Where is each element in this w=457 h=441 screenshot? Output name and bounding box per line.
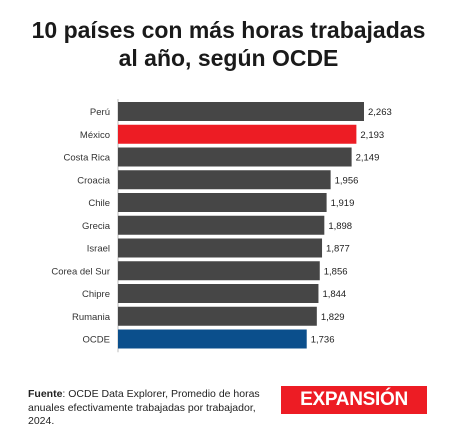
- source-label: Fuente: [28, 388, 63, 400]
- bar: [118, 193, 327, 212]
- value-label: 2,263: [368, 107, 392, 118]
- bar: [118, 284, 319, 303]
- category-label: México: [80, 130, 110, 141]
- category-label: Corea del Sur: [51, 266, 110, 277]
- value-label: 2,193: [360, 130, 384, 141]
- chart-title-line-1: 10 países con más horas trabajadas: [31, 17, 426, 43]
- category-label: Chile: [88, 198, 110, 209]
- bar: [118, 261, 320, 281]
- category-label: Grecia: [82, 221, 111, 232]
- bar: [118, 102, 364, 121]
- bar: [118, 170, 331, 190]
- bar: [118, 147, 352, 167]
- expansion-logo: EXPANSIÓN: [281, 386, 427, 414]
- category-label: Croacia: [77, 175, 110, 186]
- bar-chart: Perú 2,263 México 2,193 Costa Rica 2,149 Croac…: [51, 99, 392, 353]
- source-text: : OCDE Data Explorer, Promedio de horas …: [28, 388, 260, 427]
- value-label: 1,919: [331, 198, 355, 209]
- category-label: Perú: [90, 107, 110, 118]
- category-label: Costa Rica: [64, 153, 111, 164]
- source-note: Fuente: OCDE Data Explorer, Promedio de …: [28, 388, 273, 429]
- value-label: 2,149: [356, 153, 380, 164]
- value-label: 1,956: [335, 175, 359, 186]
- category-label: Rumania: [72, 312, 111, 323]
- bar: [118, 329, 307, 349]
- chart-title: 10 países con más horas trabajadas al añ…: [0, 16, 457, 72]
- category-label: Israel: [87, 244, 110, 255]
- bar: [118, 215, 325, 235]
- value-label: 1,856: [324, 266, 348, 277]
- category-label: OCDE: [83, 335, 110, 346]
- value-label: 1,877: [326, 244, 350, 255]
- category-label: Chipre: [82, 289, 110, 300]
- value-label: 1,829: [321, 312, 345, 323]
- bar: [118, 238, 323, 258]
- chart-title-line-2: al año, según OCDE: [118, 45, 339, 71]
- value-label: 1,898: [328, 221, 352, 232]
- bar: [118, 124, 357, 144]
- value-label: 1,844: [322, 289, 346, 300]
- value-label: 1,736: [311, 335, 335, 346]
- bar: [118, 306, 317, 326]
